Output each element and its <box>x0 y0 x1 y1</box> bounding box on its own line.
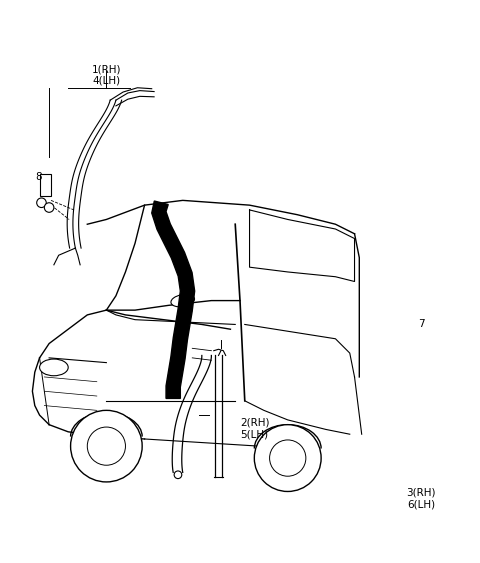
Text: 8: 8 <box>35 172 41 181</box>
Ellipse shape <box>39 359 68 376</box>
Text: 1(RH)
4(LH): 1(RH) 4(LH) <box>92 64 121 86</box>
Text: 2(RH)
5(LH): 2(RH) 5(LH) <box>240 418 269 439</box>
Circle shape <box>71 410 142 482</box>
Polygon shape <box>152 201 195 399</box>
Circle shape <box>174 471 182 479</box>
Circle shape <box>270 440 306 476</box>
Text: 7: 7 <box>418 319 425 329</box>
Circle shape <box>44 203 54 212</box>
Circle shape <box>87 427 125 465</box>
Bar <box>39 174 51 195</box>
Text: 3(RH)
6(LH): 3(RH) 6(LH) <box>407 488 436 510</box>
Ellipse shape <box>171 294 194 307</box>
Circle shape <box>254 425 321 491</box>
Circle shape <box>36 198 46 208</box>
